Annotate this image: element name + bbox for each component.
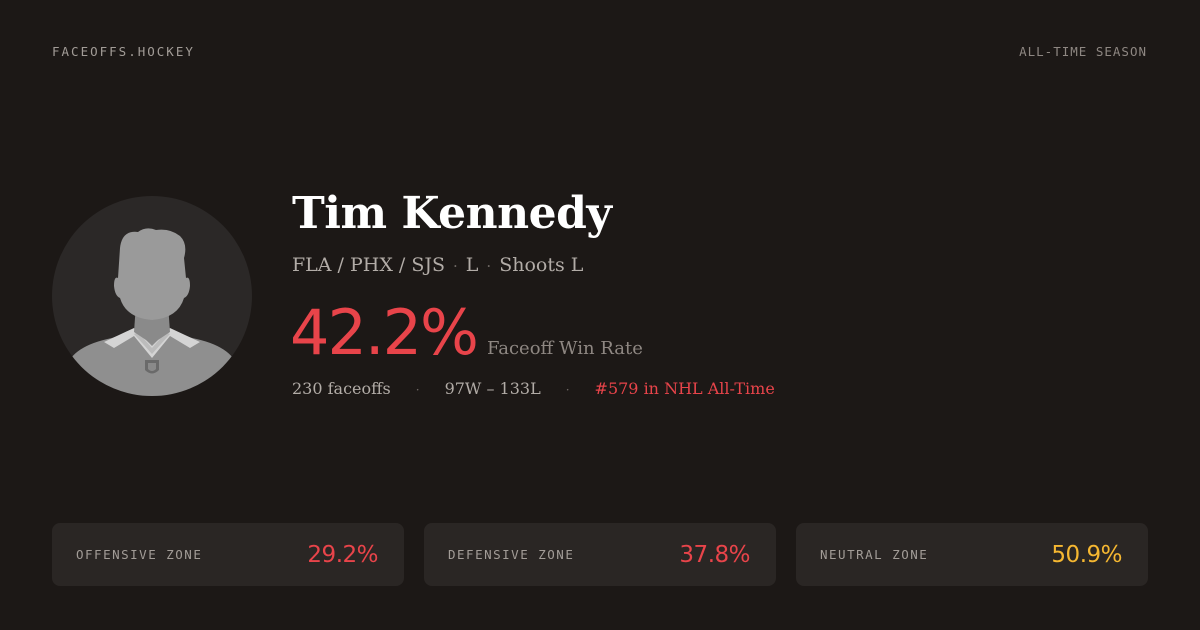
zone-value: 50.9%: [1051, 541, 1122, 568]
player-name: Tim Kennedy: [292, 188, 612, 239]
separator-dot: ·: [565, 383, 570, 397]
zone-value: 29.2%: [307, 541, 378, 568]
zone-label: DEFENSIVE ZONE: [448, 547, 575, 562]
separator-dot: ·: [486, 257, 492, 275]
zone-card-neutral: NEUTRAL ZONE 50.9%: [796, 523, 1148, 586]
player-meta: FLA / PHX / SJS · L · Shoots L: [292, 254, 583, 276]
faceoff-win-rate-label: Faceoff Win Rate: [486, 338, 643, 359]
zone-card-offensive: OFFENSIVE ZONE 29.2%: [52, 523, 404, 586]
faceoff-count: 230 faceoffs: [292, 379, 391, 398]
player-shoots: Shoots L: [499, 254, 584, 276]
player-stats: 230 faceoffs · 97W – 133L · #579 in NHL All-…: [292, 379, 775, 398]
faceoff-win-rate: 42.2%: [290, 296, 479, 369]
zone-label: NEUTRAL ZONE: [820, 547, 929, 562]
win-loss-record: 97W – 133L: [444, 379, 541, 398]
faceoff-rate-row: 42.2% Faceoff Win Rate: [290, 296, 643, 369]
site-brand[interactable]: FACEOFFS.HOCKEY: [52, 44, 195, 59]
player-position: L: [465, 254, 479, 276]
season-label: ALL-TIME SEASON: [1019, 44, 1147, 59]
zone-value: 37.8%: [679, 541, 750, 568]
zone-label: OFFENSIVE ZONE: [76, 547, 203, 562]
separator-dot: ·: [415, 383, 420, 397]
nhl-rank: #579 in NHL All-Time: [594, 379, 775, 398]
separator-dot: ·: [453, 257, 458, 275]
zone-stats: OFFENSIVE ZONE 29.2% DEFENSIVE ZONE 37.8…: [52, 523, 1148, 586]
player-silhouette-icon: [66, 228, 238, 396]
player-avatar: [52, 196, 252, 396]
zone-card-defensive: DEFENSIVE ZONE 37.8%: [424, 523, 776, 586]
player-teams: FLA / PHX / SJS: [292, 254, 446, 276]
